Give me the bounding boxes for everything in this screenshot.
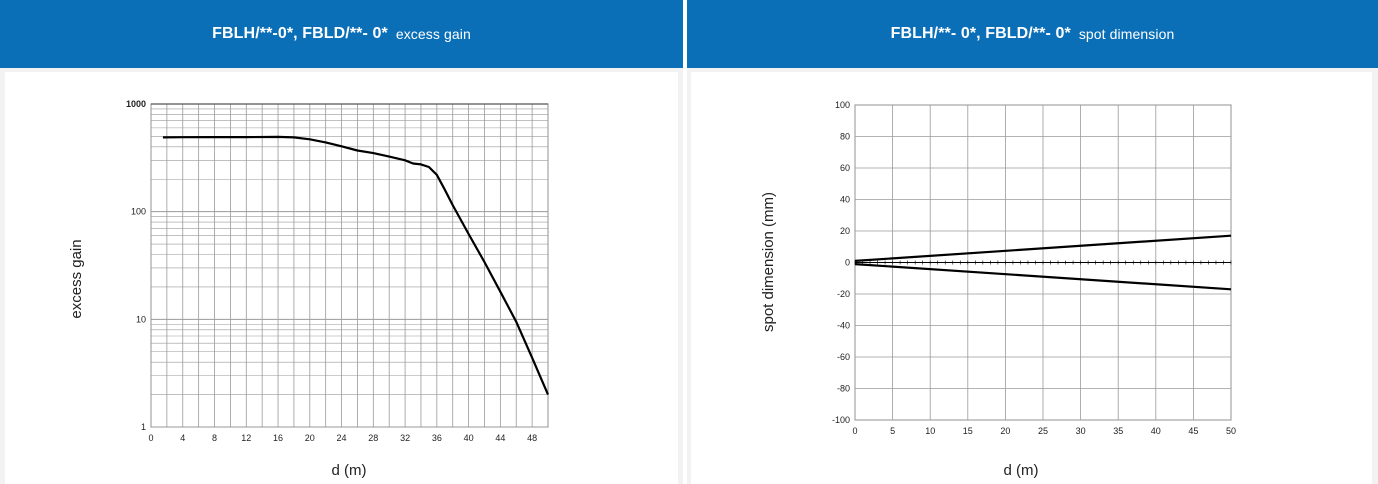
excess-gain-y-tick-label: 100 [131,207,146,217]
excess-gain-y-ticks: 1 10 100 1000 [126,99,146,432]
excess-gain-header-title: FBLH/**-0*, FBLD/**- 0* [212,25,388,42]
excess-gain-grid [150,103,549,428]
excess-gain-y-tick-label: 1000 [126,99,146,109]
spot-dimension-lower-line [854,263,1232,291]
spot-dimension-y-axis-label: spot dimension (mm) [760,192,777,332]
excess-gain-x-tick-label: 28 [368,433,378,443]
spot-dimension-x-tick-label: 30 [1076,426,1086,436]
spot-dimension-header-subtitle: spot dimension [1078,26,1175,42]
excess-gain-x-tick-label: 40 [464,433,474,443]
excess-gain-y-tick-label: 1 [141,422,146,432]
spot-dimension-x-ticks: 0 5 10 15 20 25 30 35 40 45 50 [852,426,1236,436]
spot-dimension-y-tick-label: 80 [840,132,850,142]
spot-dimension-x-axis-label: d (m) [1004,462,1039,479]
spot-dimension-y-tick-label: -40 [837,321,850,331]
excess-gain-x-tick-label: 0 [148,433,153,443]
excess-gain-series [162,135,550,396]
excess-gain-x-tick-label: 32 [400,433,410,443]
spot-dimension-x-tick-label: 5 [890,426,895,436]
spot-dimension-x-tick-label: 50 [1226,426,1236,436]
excess-gain-x-tick-label: 8 [212,433,217,443]
excess-gain-x-tick-label: 36 [432,433,442,443]
excess-gain-plot-area: 0 4 8 12 16 20 24 28 32 36 40 44 48 1 10 100 1000 d (m)… [5,72,678,484]
spot-dimension-y-tick-label: 100 [835,100,850,110]
excess-gain-header: FBLH/**-0*, FBLD/**- 0* excess gain [0,0,683,68]
excess-gain-x-tick-label: 20 [305,433,315,443]
excess-gain-y-tick-label: 10 [136,314,146,324]
excess-gain-x-tick-label: 24 [337,433,347,443]
excess-gain-x-tick-label: 48 [527,433,537,443]
spot-dimension-header: FBLH/**- 0*, FBLD/**- 0* spot dimension [687,0,1378,68]
spot-dimension-plot-area: 0 5 10 15 20 25 30 35 40 45 50 -100 -80 -60 -40 -20 0 20… [691,72,1372,484]
excess-gain-x-tick-label: 44 [495,433,505,443]
spot-dimension-y-tick-label: 60 [840,163,850,173]
spot-dimension-y-tick-label: -60 [837,352,850,362]
spot-dimension-x-tick-label: 45 [1188,426,1198,436]
excess-gain-header-subtitle: excess gain [395,26,471,42]
spot-dimension-y-ticks: -100 -80 -60 -40 -20 0 20 40 60 80 100 [832,100,850,425]
excess-gain-x-ticks: 0 4 8 12 16 20 24 28 32 36 40 44 48 [148,433,537,443]
excess-gain-plot-frame [150,103,549,428]
spot-dimension-chart: 0 5 10 15 20 25 30 35 40 45 50 -100 -80 -60 -40 -20 0 20… [760,100,1236,479]
spot-dimension-series [854,234,1232,291]
excess-gain-y-axis-label: excess gain [68,239,85,318]
spot-dimension-header-title: FBLH/**- 0*, FBLD/**- 0* [890,25,1071,42]
spot-dimension-y-tick-label: 20 [840,226,850,236]
spot-dimension-y-tick-label: 0 [845,258,850,268]
spot-dimension-x-tick-label: 10 [925,426,935,436]
excess-gain-x-tick-label: 4 [180,433,185,443]
spot-dimension-x-tick-label: 20 [1000,426,1010,436]
excess-gain-x-axis-label: d (m) [332,462,367,479]
spot-dimension-x-tick-label: 25 [1038,426,1048,436]
spot-dimension-y-tick-label: -100 [832,415,850,425]
spot-dimension-panel: FBLH/**- 0*, FBLD/**- 0* spot dimension … [687,0,1378,484]
excess-gain-x-tick-label: 12 [241,433,251,443]
spot-dimension-y-tick-label: 40 [840,195,850,205]
excess-gain-x-tick-label: 16 [273,433,283,443]
spot-dimension-x-tick-label: 0 [852,426,857,436]
spot-dimension-y-tick-label: -80 [837,384,850,394]
excess-gain-line [162,135,550,396]
spot-dimension-x-tick-label: 40 [1151,426,1161,436]
spot-dimension-x-tick-label: 15 [963,426,973,436]
spot-dimension-y-tick-label: -20 [837,289,850,299]
spot-dimension-x-tick-label: 35 [1113,426,1123,436]
spot-dimension-grid [854,104,1232,421]
spot-dimension-upper-line [854,234,1232,262]
